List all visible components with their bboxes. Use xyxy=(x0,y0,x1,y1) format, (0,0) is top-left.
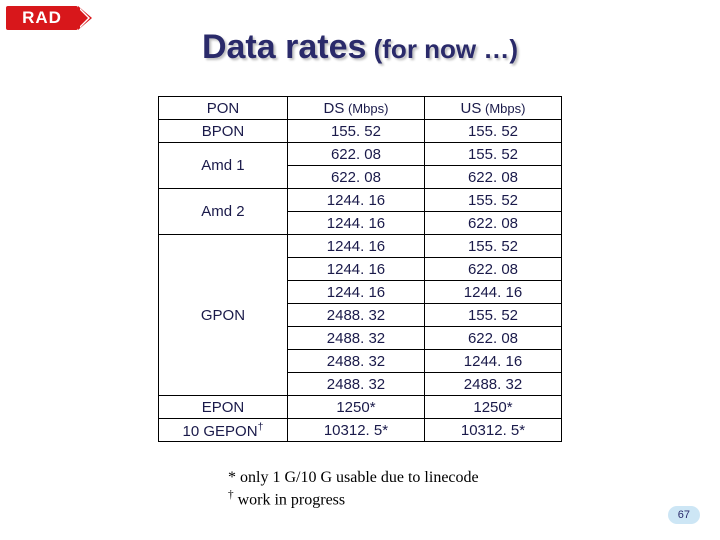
cell-ds: 2488. 32 xyxy=(287,327,424,350)
cell-us: 622. 08 xyxy=(424,327,561,350)
cell-us: 1244. 16 xyxy=(424,350,561,373)
page-title: Data rates xyxy=(202,28,366,66)
cell-ds: 1244. 16 xyxy=(287,189,424,212)
cell-ds: 2488. 32 xyxy=(287,373,424,396)
data-rates-table: PON DS (Mbps) US (Mbps) BPON 155. 52 155… xyxy=(158,96,562,442)
cell-ds: 1244. 16 xyxy=(287,258,424,281)
cell-pon: GPON xyxy=(159,235,288,396)
cell-us: 1244. 16 xyxy=(424,281,561,304)
cell-us: 10312. 5* xyxy=(424,419,561,442)
page-title-row: Data rates (for now …) xyxy=(0,28,720,67)
footnote-linecode: * only 1 G/10 G usable due to linecode xyxy=(228,468,479,488)
cell-ds: 622. 08 xyxy=(287,166,424,189)
header-us: US (Mbps) xyxy=(424,97,561,120)
table-row: BPON 155. 52 155. 52 xyxy=(159,120,562,143)
table-row: 10 GEPON† 10312. 5* 10312. 5* xyxy=(159,419,562,442)
cell-us: 155. 52 xyxy=(424,143,561,166)
footnotes: * only 1 G/10 G usable due to linecode †… xyxy=(228,468,479,510)
cell-pon: Amd 1 xyxy=(159,143,288,189)
cell-ds: 155. 52 xyxy=(287,120,424,143)
cell-us: 622. 08 xyxy=(424,258,561,281)
data-rates-table-wrap: PON DS (Mbps) US (Mbps) BPON 155. 52 155… xyxy=(158,96,562,442)
footnote-wip: † work in progress xyxy=(228,488,479,510)
cell-pon: 10 GEPON† xyxy=(159,419,288,442)
cell-us: 622. 08 xyxy=(424,166,561,189)
cell-us: 1250* xyxy=(424,396,561,419)
cell-ds: 1244. 16 xyxy=(287,212,424,235)
cell-ds: 10312. 5* xyxy=(287,419,424,442)
cell-ds: 1250* xyxy=(287,396,424,419)
cell-us: 622. 08 xyxy=(424,212,561,235)
brand-logo-text: RAD xyxy=(22,8,62,27)
cell-pon: Amd 2 xyxy=(159,189,288,235)
header-pon: PON xyxy=(159,97,288,120)
cell-ds: 1244. 16 xyxy=(287,235,424,258)
page-number-badge: 67 xyxy=(668,506,700,524)
table-row: Amd 2 1244. 16 155. 52 xyxy=(159,189,562,212)
cell-ds: 1244. 16 xyxy=(287,281,424,304)
cell-ds: 2488. 32 xyxy=(287,304,424,327)
cell-ds: 2488. 32 xyxy=(287,350,424,373)
table-row: GPON 1244. 16 155. 52 xyxy=(159,235,562,258)
table-row: Amd 1 622. 08 155. 52 xyxy=(159,143,562,166)
table-row: EPON 1250* 1250* xyxy=(159,396,562,419)
brand-logo: RAD xyxy=(6,6,78,30)
cell-pon: BPON xyxy=(159,120,288,143)
header-ds: DS (Mbps) xyxy=(287,97,424,120)
cell-us: 155. 52 xyxy=(424,189,561,212)
table-header-row: PON DS (Mbps) US (Mbps) xyxy=(159,97,562,120)
cell-pon: EPON xyxy=(159,396,288,419)
cell-ds: 622. 08 xyxy=(287,143,424,166)
cell-us: 155. 52 xyxy=(424,120,561,143)
cell-us: 155. 52 xyxy=(424,304,561,327)
page-subtitle: (for now …) xyxy=(366,34,518,64)
cell-us: 2488. 32 xyxy=(424,373,561,396)
cell-us: 155. 52 xyxy=(424,235,561,258)
